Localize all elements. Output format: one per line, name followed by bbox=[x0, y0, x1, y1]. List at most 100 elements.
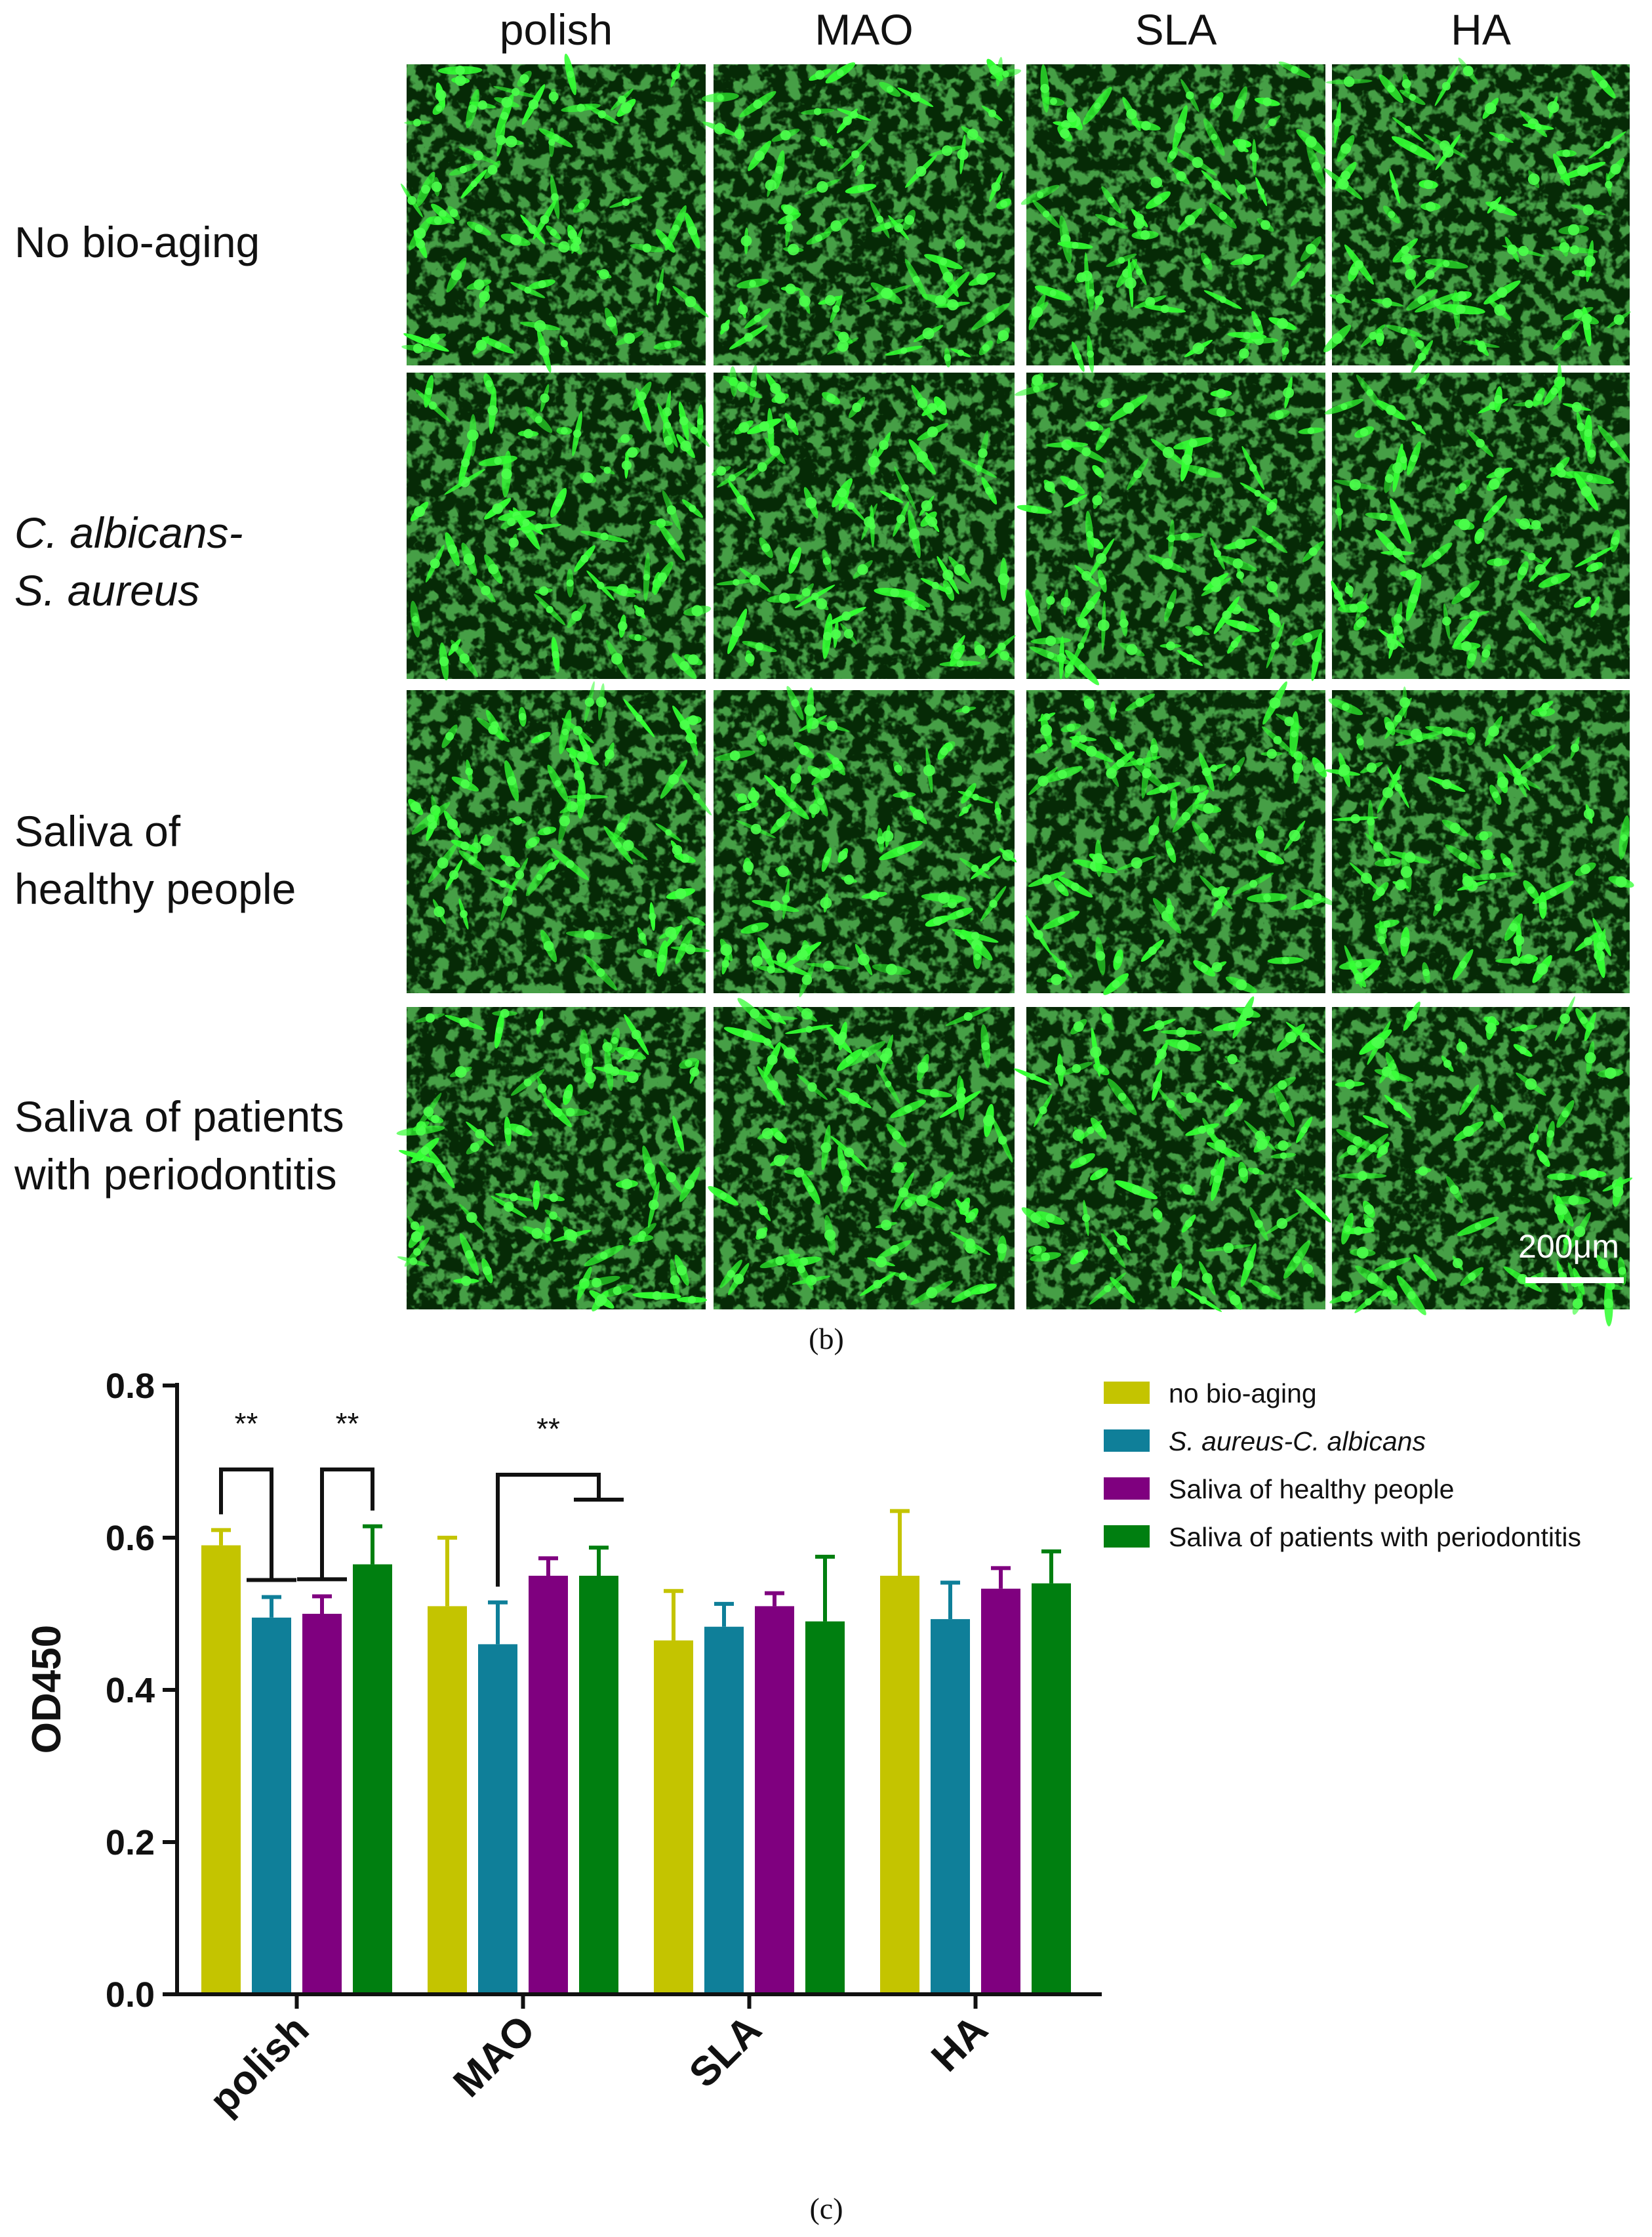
micrograph-cells bbox=[1015, 373, 1324, 686]
image-grid bbox=[396, 53, 1634, 1326]
micrograph-cells bbox=[701, 56, 1022, 368]
x-tick-label-mao: MAO bbox=[445, 2007, 544, 2106]
bar-mao-series-3 bbox=[529, 1576, 568, 1994]
micrograph-texture bbox=[1026, 690, 1325, 993]
row-labels: No bio-aging C. albicans- S. aureus Saliva … bbox=[14, 218, 344, 1199]
y-tick-label: 0.2 bbox=[106, 1823, 155, 1862]
micrograph-ha-row-2 bbox=[1324, 363, 1630, 679]
scale-bar-label: 200μm bbox=[1518, 1228, 1619, 1265]
panel-label-c: (c) bbox=[809, 2192, 843, 2225]
micrograph-ha-row-4 bbox=[1329, 996, 1633, 1326]
bar-ha-series-3 bbox=[981, 1588, 1020, 1994]
bar-polish-series-1 bbox=[201, 1545, 241, 1994]
micrograph-texture bbox=[1026, 373, 1325, 679]
y-tick-label: 0.0 bbox=[106, 1975, 155, 2015]
column-label-mao: MAO bbox=[815, 5, 913, 54]
bar-mao-series-1 bbox=[428, 1606, 467, 1994]
error-bars bbox=[211, 1509, 1061, 1645]
micrograph-cells bbox=[1020, 61, 1326, 373]
micrograph-mao-row-1 bbox=[701, 56, 1022, 368]
x-tick-label-sla: SLA bbox=[681, 2007, 770, 2096]
bar-sla-series-4 bbox=[805, 1621, 845, 1994]
x-tick-label-ha: HA bbox=[923, 2007, 996, 2080]
micrograph-polish-row-1 bbox=[401, 53, 709, 373]
bar-sla-series-1 bbox=[654, 1640, 693, 1994]
micrograph-cells bbox=[401, 53, 709, 373]
column-label-ha: HA bbox=[1451, 5, 1511, 54]
bar-sla-series-3 bbox=[755, 1606, 794, 1994]
y-tick-label: 0.8 bbox=[106, 1366, 155, 1406]
micrograph-cells bbox=[1025, 681, 1336, 995]
micrograph-sla-row-1 bbox=[1020, 61, 1326, 373]
micrograph-cells bbox=[1013, 996, 1331, 1312]
micrograph-cells bbox=[711, 365, 1016, 668]
significance-label: ** bbox=[536, 1412, 560, 1446]
micrograph-texture bbox=[407, 1007, 706, 1309]
bar-sla-series-2 bbox=[704, 1626, 744, 1994]
significance-bracket bbox=[219, 1467, 273, 1580]
row-label-3-line-2: healthy people bbox=[14, 865, 296, 913]
bar-ha-series-1 bbox=[880, 1576, 919, 1994]
column-label-sla: SLA bbox=[1135, 5, 1217, 54]
row-label-1-line-1: No bio-aging bbox=[14, 218, 260, 266]
y-tick-label: 0.6 bbox=[106, 1519, 155, 1558]
row-label-3-line-1: Saliva of bbox=[14, 807, 181, 855]
legend-swatch-2 bbox=[1104, 1429, 1150, 1452]
micrograph-cells bbox=[410, 373, 712, 681]
bar-polish-series-3 bbox=[302, 1614, 342, 1994]
significance-bracket bbox=[320, 1467, 374, 1580]
micrograph-cells bbox=[396, 1008, 708, 1312]
micrograph-sla-row-4 bbox=[1013, 996, 1331, 1312]
micrograph-cells bbox=[1324, 363, 1630, 669]
bar-mao-series-4 bbox=[579, 1576, 618, 1994]
micrograph-cells bbox=[708, 998, 1013, 1305]
x-tick-label-polish: polish bbox=[201, 2007, 318, 2124]
micrograph-mao-row-3 bbox=[714, 686, 1017, 998]
legend-label-1: no bio-aging bbox=[1169, 1378, 1317, 1408]
micrograph-cells bbox=[408, 681, 712, 991]
bar-ha-series-2 bbox=[931, 1619, 970, 1994]
legend-swatch-1 bbox=[1104, 1382, 1150, 1404]
micrograph-polish-row-3 bbox=[407, 681, 712, 993]
micrograph-cells bbox=[1329, 996, 1633, 1326]
micrograph-texture bbox=[1332, 1007, 1630, 1309]
micrograph-sla-row-3 bbox=[1025, 681, 1336, 995]
micrograph-ha-row-1 bbox=[1323, 57, 1631, 374]
bar-ha-series-4 bbox=[1032, 1583, 1071, 1994]
legend-label-4: Saliva of patients with periodontitis bbox=[1169, 1522, 1581, 1552]
significance-brackets: ** ** ** bbox=[219, 1406, 624, 1587]
legend-swatch-3 bbox=[1104, 1477, 1150, 1500]
micrograph-cells bbox=[714, 686, 1017, 998]
scale-bar bbox=[1525, 1277, 1624, 1283]
micrograph-texture bbox=[1332, 373, 1630, 679]
significance-bracket bbox=[496, 1473, 601, 1587]
legend-label-2: S. aureus-C. albicans bbox=[1169, 1426, 1426, 1456]
bar-polish-series-4 bbox=[353, 1564, 392, 1994]
legend-label-3: Saliva of healthy people bbox=[1169, 1474, 1454, 1504]
bar-chart: 0.0 0.2 0.4 0.6 0.8 polish MAO SLA HA ** ** ** no … bbox=[24, 1366, 1581, 2225]
column-label-polish: polish bbox=[500, 5, 613, 54]
micrograph-cells bbox=[1325, 686, 1634, 989]
significance-label: ** bbox=[336, 1406, 359, 1441]
y-tick-label: 0.4 bbox=[106, 1671, 155, 1710]
y-axis-label: OD450 bbox=[24, 1625, 70, 1754]
micrograph-mao-row-2 bbox=[711, 365, 1016, 679]
row-label-4-line-1: Saliva of patients bbox=[14, 1092, 344, 1141]
micrograph-polish-row-4 bbox=[396, 1007, 708, 1312]
micrograph-cells bbox=[1323, 57, 1631, 374]
significance-label: ** bbox=[235, 1406, 258, 1441]
micrograph-mao-row-4 bbox=[708, 998, 1015, 1309]
row-label-2-line-1: C. albicans- bbox=[14, 508, 243, 557]
micrograph-polish-row-2 bbox=[407, 373, 712, 681]
micrograph-texture bbox=[714, 373, 1015, 679]
bar-mao-series-2 bbox=[478, 1644, 517, 1994]
micrograph-ha-row-3 bbox=[1325, 686, 1634, 993]
bars bbox=[201, 1545, 1071, 1994]
micrograph-sla-row-2 bbox=[1015, 373, 1325, 686]
panel-label-b: (b) bbox=[809, 1322, 844, 1355]
legend-swatch-4 bbox=[1104, 1525, 1150, 1548]
legend: no bio-aging S. aureus-C. albicans Saliva … bbox=[1104, 1378, 1581, 1552]
row-label-4-line-2: with periodontitis bbox=[14, 1150, 337, 1199]
micrograph-panel: polish MAO SLA HA No bio-aging C. albicans- S… bbox=[14, 5, 1634, 1355]
